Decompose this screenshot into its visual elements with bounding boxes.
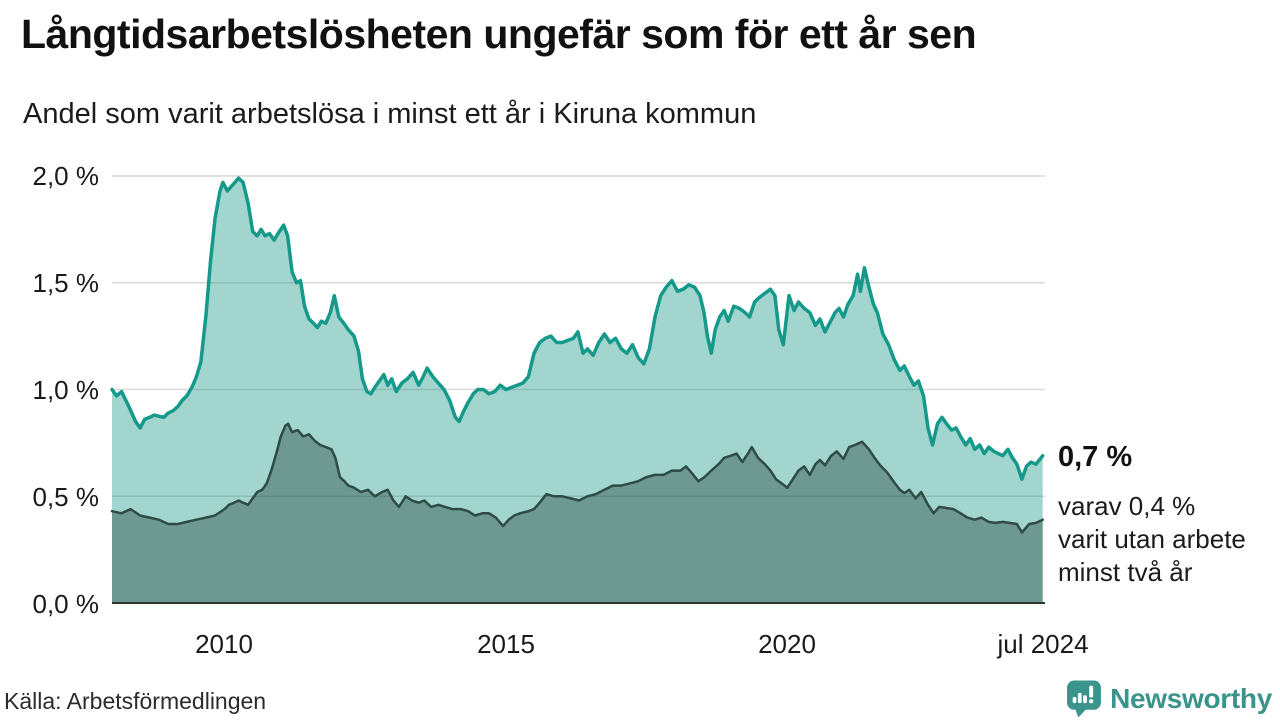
sub-annotation-line: varit utan arbete xyxy=(1058,524,1246,554)
x-axis-tick-label: jul 2024 xyxy=(997,629,1089,659)
page-title: Långtidsarbetslösheten ungefär som för e… xyxy=(21,11,977,57)
y-axis-tick-label: 0,0 % xyxy=(32,589,100,619)
x-axis-tick-label: 2010 xyxy=(195,629,253,659)
source-credit: Källa: Arbetsförmedlingen xyxy=(4,688,267,714)
latest-value-sub-annotation: varav 0,4 % varit utan arbete minst två … xyxy=(1058,490,1246,589)
x-axis-tick-label: 2015 xyxy=(477,629,535,659)
newsworthy-logo[interactable]: Newsworthy xyxy=(1066,680,1272,718)
newsworthy-icon xyxy=(1066,680,1103,718)
y-axis-tick-label: 2,0 % xyxy=(32,161,100,191)
sub-annotation-line: varav 0,4 % xyxy=(1058,491,1196,521)
newsworthy-wordmark: Newsworthy xyxy=(1110,683,1272,714)
y-axis-tick-label: 1,0 % xyxy=(32,375,100,405)
sub-annotation-line: minst två år xyxy=(1058,557,1193,587)
latest-value-label: 0,7 % xyxy=(1058,441,1133,473)
y-axis-tick-label: 1,5 % xyxy=(32,268,100,298)
chart-subtitle: Andel som varit arbetslösa i minst ett å… xyxy=(23,98,757,130)
y-axis-tick-label: 0,5 % xyxy=(32,482,100,512)
x-axis-tick-label: 2020 xyxy=(758,629,816,659)
